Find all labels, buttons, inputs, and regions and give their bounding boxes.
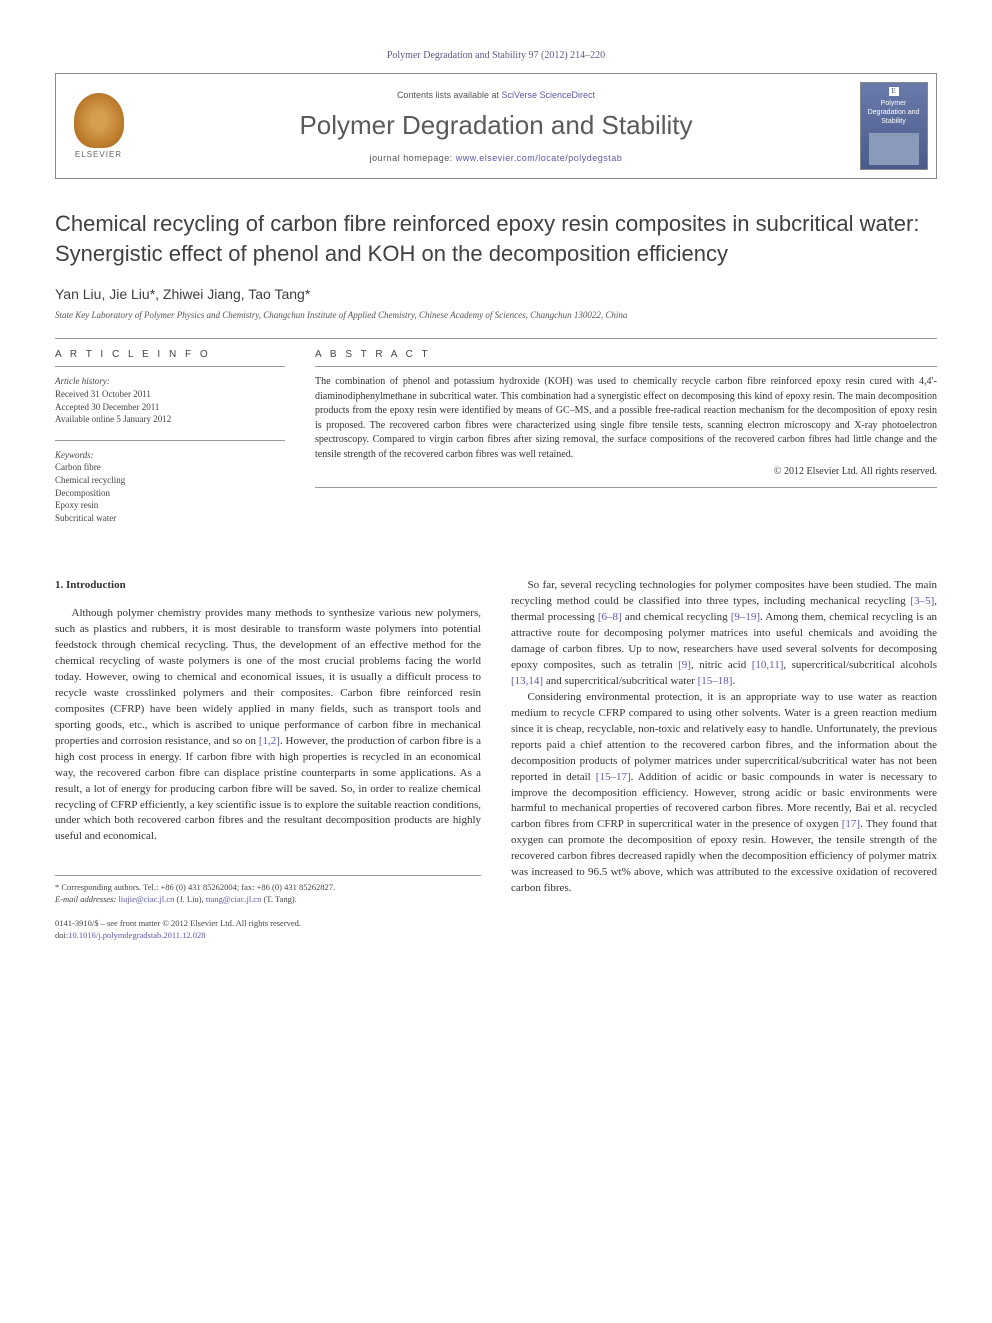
abstract-head: A B S T R A C T [315,349,937,360]
divider-rule [55,338,937,339]
body-paragraph: Considering environmental protection, it… [511,690,937,897]
citation-ref-link[interactable]: [1,2] [259,735,280,747]
abstract-column: A B S T R A C T The combination of pheno… [315,349,937,538]
corresponding-author-footnote: * Corresponding authors. Tel.: +86 (0) 4… [55,875,481,906]
article-history-block: Article history: Received 31 October 201… [55,375,285,425]
keyword: Epoxy resin [55,499,285,512]
masthead-center: Contents lists available at SciVerse Sci… [141,74,851,178]
doi-label: doi: [55,930,68,940]
email-name: (J. Liu), [174,894,205,904]
history-label: Article history: [55,375,285,388]
cover-image-placeholder [869,133,919,165]
email-line: E-mail addresses: liujie@ciac.jl.cn (J. … [55,894,481,906]
journal-homepage-line: journal homepage: www.elsevier.com/locat… [370,153,623,163]
issn-line: 0141-3910/$ – see front matter © 2012 El… [55,918,481,930]
abstract-rule [315,366,937,367]
info-abstract-row: A R T I C L E I N F O Article history: R… [55,349,937,538]
footer-meta: 0141-3910/$ – see front matter © 2012 El… [55,918,481,942]
elsevier-logo: ELSEVIER [64,89,133,164]
email-name: (T. Tang). [261,894,296,904]
doi-line: doi:10.1016/j.polymdegradstab.2011.12.02… [55,930,481,942]
body-column-left: 1. Introduction Although polymer chemist… [55,578,481,942]
publisher-logo-cell: ELSEVIER [56,74,141,178]
article-page: Polymer Degradation and Stability 97 (20… [0,0,992,992]
citation-ref-link[interactable]: [9] [678,659,691,671]
publisher-name: ELSEVIER [75,150,122,159]
accepted-date: Accepted 30 December 2011 [55,401,285,414]
keyword: Subcritical water [55,512,285,525]
citation-ref-link[interactable]: [13,14] [511,675,543,687]
contents-available-line: Contents lists available at SciVerse Sci… [397,90,595,100]
doi-link[interactable]: 10.1016/j.polymdegradstab.2011.12.028 [68,930,205,940]
received-date: Received 31 October 2011 [55,388,285,401]
citation-ref-link[interactable]: [6–8] [598,611,622,623]
keyword: Carbon fibre [55,461,285,474]
citation-ref-link[interactable]: [10,11] [752,659,784,671]
email-label: E-mail addresses: [55,894,118,904]
citation-ref-link[interactable]: [3–5] [910,595,934,607]
info-rule [55,440,285,441]
info-rule [55,366,285,367]
body-paragraph: So far, several recycling technologies f… [511,578,937,690]
email-link[interactable]: ttang@ciac.jl.cn [206,894,262,904]
online-date: Available online 5 January 2012 [55,413,285,426]
author-list: Yan Liu, Jie Liu*, Zhiwei Jiang, Tao Tan… [55,286,937,302]
abstract-copyright: © 2012 Elsevier Ltd. All rights reserved… [315,466,937,477]
citation-ref-link[interactable]: [17] [842,818,860,830]
corr-author-line: * Corresponding authors. Tel.: +86 (0) 4… [55,882,481,894]
affiliation: State Key Laboratory of Polymer Physics … [55,310,937,320]
citation-ref-link[interactable]: [15–17] [596,771,631,783]
journal-homepage-link[interactable]: www.elsevier.com/locate/polydegstab [456,153,623,163]
contents-prefix: Contents lists available at [397,90,502,100]
email-link[interactable]: liujie@ciac.jl.cn [118,894,174,904]
body-paragraph: Although polymer chemistry provides many… [55,606,481,845]
sciencedirect-link[interactable]: SciVerse ScienceDirect [502,90,596,100]
article-info-column: A R T I C L E I N F O Article history: R… [55,349,285,538]
cover-title: Polymer Degradation and Stability [865,99,923,126]
article-info-head: A R T I C L E I N F O [55,349,285,360]
journal-cover-cell: E Polymer Degradation and Stability [851,74,936,178]
abstract-bottom-rule [315,487,937,488]
abstract-text: The combination of phenol and potassium … [315,375,937,462]
journal-cover-thumbnail: E Polymer Degradation and Stability [860,82,928,170]
article-title: Chemical recycling of carbon fibre reinf… [55,209,937,268]
cover-badge-icon: E [889,87,899,96]
journal-masthead: ELSEVIER Contents lists available at Sci… [55,73,937,179]
journal-name: Polymer Degradation and Stability [299,110,692,141]
homepage-prefix: journal homepage: [370,153,456,163]
citation-ref-link[interactable]: [9–19] [731,611,760,623]
keyword: Chemical recycling [55,474,285,487]
body-column-right: So far, several recycling technologies f… [511,578,937,942]
citation-ref-link[interactable]: [15–18] [698,675,733,687]
top-citation: Polymer Degradation and Stability 97 (20… [55,50,937,61]
section-head-introduction: 1. Introduction [55,578,481,594]
body-two-column: 1. Introduction Although polymer chemist… [55,578,937,942]
keywords-block: Keywords: Carbon fibre Chemical recyclin… [55,449,285,525]
keyword: Decomposition [55,487,285,500]
keywords-label: Keywords: [55,449,285,462]
elsevier-tree-icon [74,93,124,148]
